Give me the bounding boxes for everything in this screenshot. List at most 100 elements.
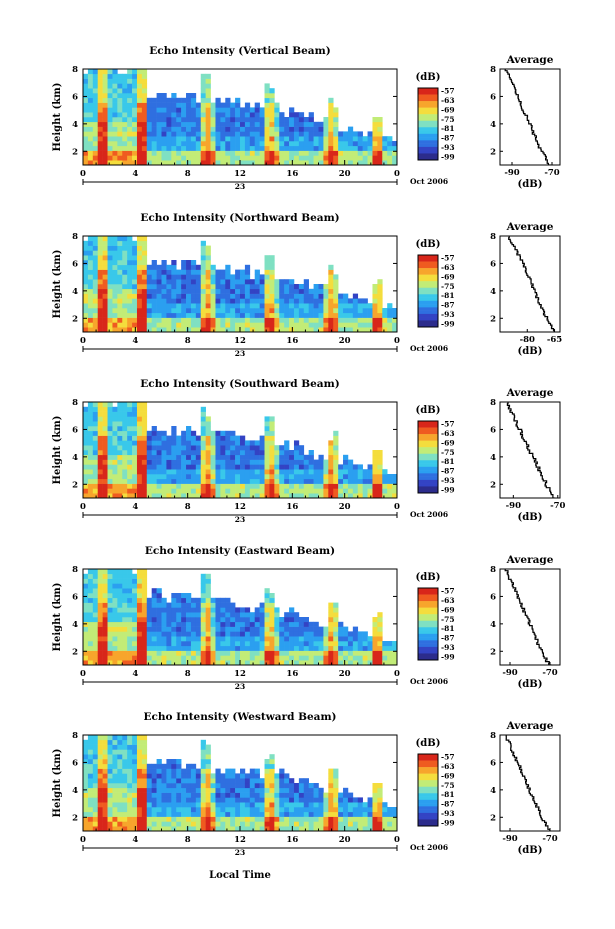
heatmap-cell — [151, 102, 157, 108]
heatmap-cell — [195, 121, 202, 127]
heatmap-cell — [132, 102, 138, 108]
heatmap-cell — [141, 136, 148, 142]
heatmap-cell — [284, 141, 290, 147]
heatmap-cell — [190, 621, 197, 627]
heatmap-cell — [323, 797, 329, 803]
heatmap-cell — [141, 744, 148, 750]
heatmap-cell — [367, 312, 373, 318]
heatmap-cell — [156, 593, 162, 599]
heatmap-cell — [112, 141, 118, 147]
heatmap-cell — [195, 641, 202, 647]
heatmap-cell — [141, 816, 148, 822]
heatmap-cell — [264, 145, 270, 151]
heatmap-cell — [279, 792, 285, 798]
heatmap-cell — [200, 421, 206, 427]
heatmap-cell — [347, 488, 354, 494]
x-tick-label: 0 — [80, 669, 86, 679]
heatmap-cell — [338, 826, 344, 832]
heatmap-cell — [117, 787, 123, 793]
heatmap-cell — [190, 478, 197, 484]
heatmap-cell — [146, 631, 152, 637]
colorbar-swatch — [418, 633, 438, 638]
heatmap-cell — [156, 474, 162, 480]
heatmap-cell — [112, 160, 118, 166]
heatmap-cell — [387, 145, 393, 151]
heatmap-cell — [240, 160, 246, 166]
heatmap-cell — [107, 284, 113, 290]
heatmap-cell — [181, 773, 187, 779]
heatmap-cell — [249, 621, 256, 627]
heatmap-cell — [112, 773, 118, 779]
heatmap-cell — [107, 621, 113, 627]
x-tick-label: 20 — [339, 169, 351, 179]
heatmap-cell — [136, 811, 143, 817]
heatmap-cell — [372, 327, 378, 333]
heatmap-cell — [190, 322, 197, 328]
heatmap-cell — [132, 73, 138, 79]
heatmap-cell — [338, 317, 344, 323]
heatmap-cell — [377, 641, 383, 647]
heatmap-cell — [190, 131, 197, 137]
heatmap-cell — [97, 430, 103, 436]
heatmap-cell — [220, 802, 226, 808]
heatmap-cell — [215, 650, 221, 656]
heatmap-cell — [343, 821, 349, 827]
heatmap-cell — [156, 631, 162, 637]
heatmap-cell — [107, 136, 113, 142]
heatmap-cell — [156, 145, 162, 151]
heatmap-cell — [102, 607, 108, 613]
heatmap-cell — [284, 459, 290, 465]
heatmap-cell — [186, 430, 192, 436]
heatmap-cell — [92, 454, 99, 460]
heatmap-cell — [254, 826, 260, 832]
heatmap-cell — [171, 435, 177, 441]
heatmap-cell — [190, 112, 197, 118]
heatmap-cell — [318, 454, 324, 460]
heatmap-cell — [200, 250, 206, 256]
heatmap-cell — [151, 264, 157, 270]
heatmap-cell — [347, 136, 354, 142]
heatmap-cell — [289, 474, 295, 480]
heatmap-cell — [122, 593, 128, 599]
colorbar-tick-label: -81 — [441, 624, 455, 633]
heatmap-cell — [97, 569, 103, 575]
heatmap-cell — [117, 131, 123, 137]
heatmap-cell — [176, 303, 182, 309]
heatmap-cell — [87, 445, 94, 451]
heatmap-cell — [372, 454, 378, 460]
heatmap-cell — [308, 641, 314, 647]
heatmap-cell — [333, 317, 339, 323]
heatmap-cell — [240, 469, 246, 475]
heatmap-cell — [83, 602, 89, 608]
heatmap-cell — [347, 327, 354, 333]
heatmap-cell — [200, 807, 206, 813]
heatmap-cell — [352, 645, 359, 651]
heatmap-cell — [200, 107, 206, 113]
heatmap-cell — [313, 474, 319, 480]
heatmap-cell — [200, 783, 206, 789]
heatmap-cell — [308, 131, 314, 137]
heatmap-cell — [215, 816, 221, 822]
heatmap-cell — [141, 322, 148, 328]
heatmap-cell — [132, 739, 138, 745]
heatmap-cell — [323, 807, 329, 813]
heatmap-cell — [313, 298, 319, 304]
heatmap-cell — [308, 650, 314, 656]
heatmap-cell — [244, 445, 251, 451]
beam-panel: Echo Intensity (Southward Beam)2468Heigh… — [52, 378, 566, 524]
colorbar-swatch — [418, 630, 438, 635]
heatmap-cell — [274, 474, 280, 480]
heatmap-cell — [117, 88, 123, 94]
heatmap-cell — [269, 650, 275, 656]
heatmap-cell — [97, 411, 103, 417]
heatmap-cell — [87, 778, 94, 784]
heatmap-cell — [83, 312, 89, 318]
heatmap-cell — [166, 612, 172, 618]
colorbar-unit: (dB) — [416, 72, 441, 83]
heatmap-cell — [166, 141, 172, 147]
heatmap-cell — [343, 322, 349, 328]
heatmap-cell — [83, 126, 89, 132]
heatmap-cell — [102, 636, 108, 642]
heatmap-cell — [323, 308, 329, 314]
heatmap-cell — [92, 478, 99, 484]
